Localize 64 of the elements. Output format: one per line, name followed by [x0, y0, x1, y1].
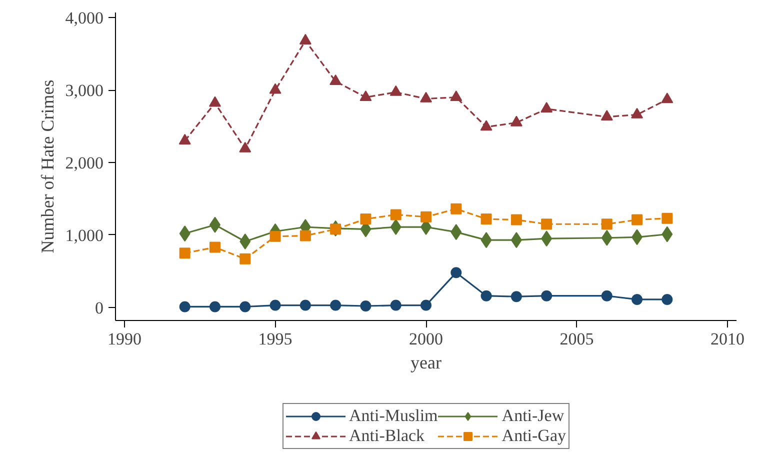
legend-label: Anti-Black	[348, 426, 425, 446]
point	[601, 218, 612, 230]
point	[299, 34, 312, 44]
y-tick-label: 4,000	[65, 8, 104, 28]
legend-label: Anti-Jew	[502, 406, 564, 426]
point	[662, 212, 673, 224]
point	[541, 290, 552, 302]
point	[540, 102, 553, 113]
point	[240, 301, 251, 312]
point	[208, 96, 221, 107]
point	[600, 110, 613, 121]
point	[662, 294, 673, 305]
y-tick-label: 2,000	[65, 154, 104, 173]
point	[480, 120, 492, 131]
x-tick-label: 2005	[560, 330, 594, 348]
point	[390, 85, 402, 96]
x-axis-title: year	[410, 352, 442, 372]
point	[240, 253, 251, 264]
y-tick-label: 0	[95, 298, 104, 318]
point	[330, 224, 342, 235]
point	[420, 211, 432, 222]
point	[270, 230, 281, 242]
point	[178, 134, 191, 144]
point	[330, 74, 342, 86]
y-axis-title: Number of Hate Crimes	[37, 80, 58, 254]
point	[631, 108, 644, 118]
point	[209, 301, 220, 312]
x-tick-label: 2010	[710, 330, 744, 348]
point	[239, 142, 252, 152]
point	[420, 92, 432, 102]
point	[632, 214, 643, 226]
point	[420, 300, 432, 311]
point	[300, 300, 311, 311]
point	[390, 300, 402, 311]
legend-label: Anti-Muslim	[348, 406, 438, 426]
x-tick-label: 2000	[409, 330, 443, 348]
point	[480, 214, 492, 225]
point	[480, 290, 492, 302]
point	[360, 214, 372, 225]
point	[450, 90, 462, 101]
point	[179, 248, 190, 259]
x-tick-label: 1995	[258, 330, 292, 348]
point	[601, 290, 612, 302]
point	[450, 267, 462, 278]
point	[450, 203, 462, 214]
point	[632, 294, 643, 305]
point	[541, 218, 552, 230]
y-tick-label: 3,000	[65, 81, 104, 100]
point	[510, 214, 522, 226]
point	[661, 92, 674, 104]
point	[209, 242, 220, 253]
point	[300, 230, 311, 242]
point	[269, 83, 282, 94]
point	[360, 90, 372, 101]
point	[179, 301, 190, 312]
point	[330, 300, 342, 311]
point	[390, 209, 402, 220]
legend-label: Anti-Gay	[502, 426, 566, 446]
x-tick-label: 1990	[108, 330, 142, 348]
point	[360, 300, 372, 312]
point	[270, 300, 281, 311]
y-tick-label: 1,000	[65, 226, 104, 245]
point	[510, 291, 522, 302]
point	[510, 116, 522, 126]
